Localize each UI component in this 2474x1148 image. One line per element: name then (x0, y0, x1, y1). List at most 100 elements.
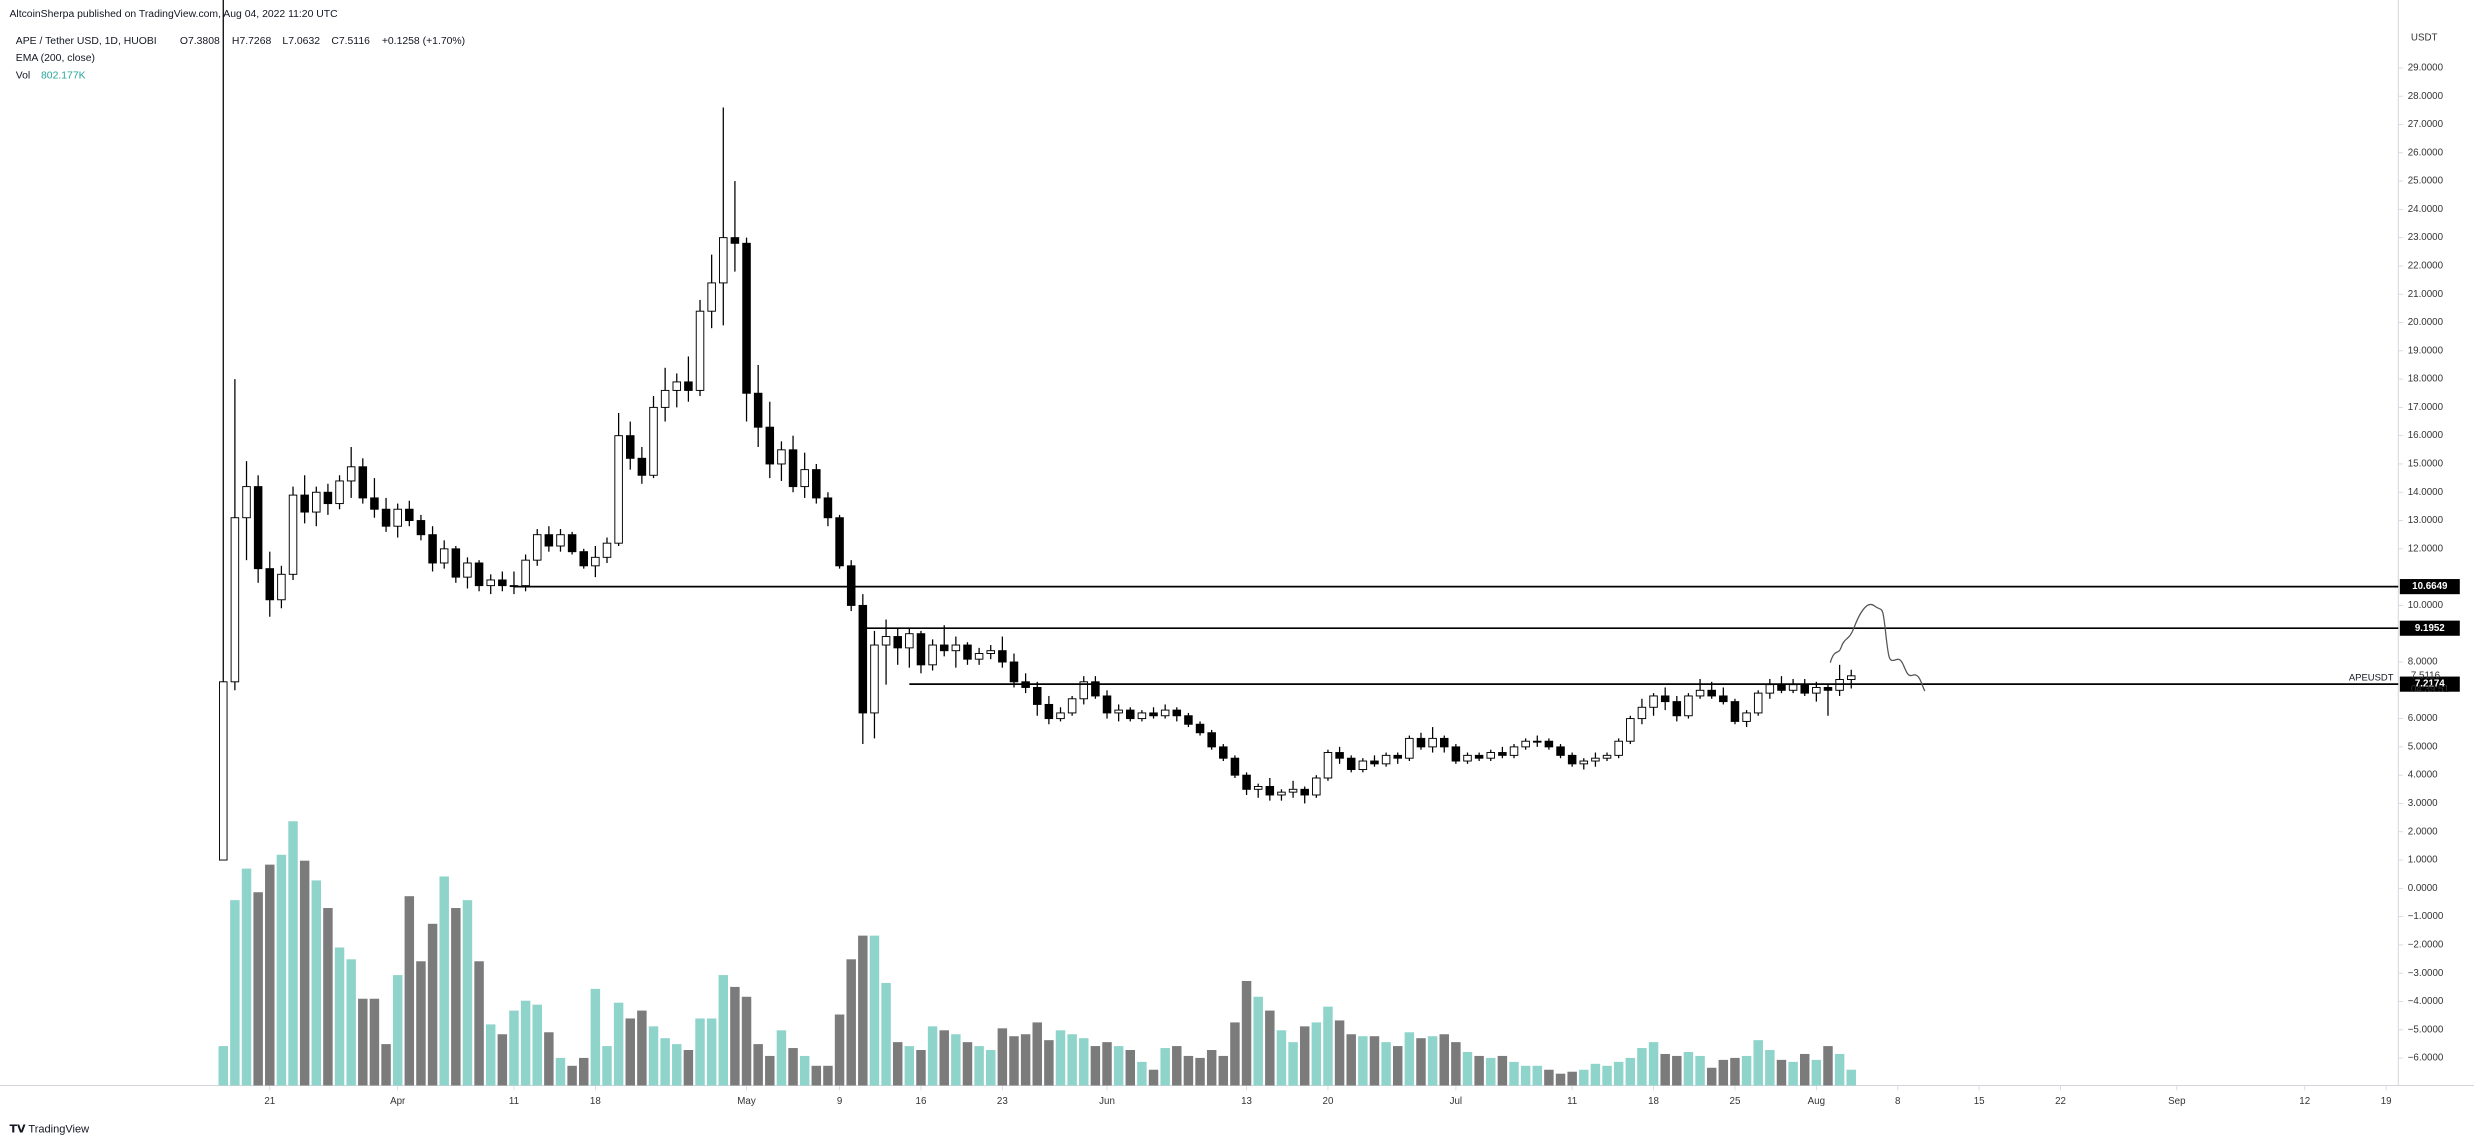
volume-bar (858, 935, 868, 1086)
volume-bar (869, 935, 880, 1086)
candle-body (1707, 689, 1716, 697)
volume-bar (1195, 1057, 1205, 1086)
candle-body (1172, 709, 1182, 717)
volume-bar (660, 1038, 670, 1086)
x-tick-label: 16 (916, 1096, 927, 1107)
candle-body (1265, 786, 1275, 796)
volume-bar (1020, 1034, 1031, 1086)
candle-body (1416, 737, 1426, 748)
volume-bar (951, 1034, 961, 1086)
candle-body (788, 449, 798, 488)
volume-bar (1113, 1046, 1124, 1086)
x-tick-label: Apr (390, 1096, 406, 1107)
y-tick-label: −4.0000 (2408, 996, 2444, 1007)
volume-bar (439, 876, 449, 1086)
candle-body (1777, 684, 1786, 691)
volume-bar (1834, 1053, 1845, 1086)
level-label-box (2399, 676, 2460, 692)
volume-bar (1079, 1038, 1089, 1086)
candle-body (1346, 757, 1356, 770)
volume-bar (485, 1024, 496, 1086)
candle-body (1602, 754, 1612, 759)
volume-bar (672, 1044, 682, 1086)
y-tick-label: 17.0000 (2408, 402, 2444, 413)
volume-bar (381, 1044, 391, 1086)
volume-bar (1613, 1061, 1624, 1086)
candle-body (277, 573, 286, 601)
volume-bar (1683, 1051, 1694, 1086)
volume-bar (602, 1046, 612, 1086)
volume-bar (1416, 1038, 1426, 1086)
candle-body (1102, 695, 1112, 714)
volume-bar (253, 892, 263, 1086)
volume-bar (1497, 1055, 1508, 1086)
volume-bar (1392, 1046, 1403, 1086)
volume-bar (1532, 1065, 1543, 1086)
candle-body (1207, 732, 1216, 748)
volume-bar (846, 959, 856, 1086)
candle-body (1463, 754, 1472, 762)
tradingview-logo: 𝗧𝗩 TradingView (9, 1124, 89, 1136)
volume-bar (1846, 1069, 1856, 1086)
x-tick-label: Aug (1808, 1096, 1825, 1107)
candle-body (1160, 709, 1170, 717)
candle-body (672, 381, 682, 391)
volume-bar (799, 1055, 810, 1086)
y-tick-label: 12.0000 (2408, 543, 2444, 554)
y-tick-label: 4.0000 (2408, 770, 2438, 781)
candle-body (312, 491, 321, 513)
candle-body (1498, 752, 1507, 756)
volume-bar (683, 1050, 694, 1086)
candle-body (998, 650, 1007, 663)
volume-bar (765, 1055, 775, 1086)
volume-bar (1265, 1010, 1275, 1086)
level-label: 9.1952 (2415, 623, 2445, 634)
candle-body (1114, 709, 1123, 714)
volume-bar (392, 975, 403, 1086)
volume-bar (451, 908, 461, 1086)
candle-body (521, 559, 530, 587)
candle-body (1591, 757, 1600, 762)
candle-body (1614, 740, 1623, 756)
candle-body (1242, 774, 1251, 790)
x-tick-label: Jul (1450, 1096, 1462, 1107)
y-tick-label: 24.0000 (2408, 204, 2444, 215)
candle-body (253, 486, 263, 570)
level-label-box (2399, 620, 2460, 636)
volume-bar (811, 1065, 822, 1086)
y-tick-label: −5.0000 (2408, 1024, 2444, 1035)
candle-body (1439, 737, 1449, 748)
y-tick-label: 28.0000 (2408, 91, 2444, 102)
candle-body (1579, 760, 1589, 765)
y-tick-label: 16.0000 (2408, 430, 2444, 441)
volume-bar (718, 975, 729, 1086)
volume-bar (1823, 1046, 1833, 1086)
volume-bar (1730, 1057, 1740, 1086)
volume-bar (1648, 1042, 1659, 1086)
candle-body (695, 310, 705, 391)
candle-body (870, 644, 879, 714)
volume-bar (1148, 1069, 1159, 1086)
candle-body (474, 562, 484, 587)
candle-body (335, 480, 344, 505)
x-tick-label: 11 (509, 1096, 519, 1107)
volume-bar (1334, 1020, 1345, 1086)
candle-body (1056, 712, 1065, 720)
candle-body (1509, 746, 1519, 756)
candle-body (1230, 757, 1240, 776)
volume-bar (509, 1010, 519, 1086)
candle-body (1079, 681, 1089, 700)
volume-bar (881, 982, 891, 1086)
candle-body (765, 426, 775, 465)
candle-body (742, 242, 751, 394)
y-tick-label: 0.0000 (2408, 883, 2438, 894)
volume-bar (695, 1018, 705, 1086)
x-tick-label: 19 (2381, 1096, 2392, 1107)
level-label: 10.6649 (2412, 581, 2448, 592)
x-tick-label: 13 (1241, 1096, 1252, 1107)
candle-body (1533, 740, 1542, 743)
volume-bar (532, 1004, 542, 1086)
candle-body (1800, 684, 1809, 694)
x-tick-label: Jun (1099, 1096, 1115, 1107)
volume-bar (1811, 1059, 1822, 1086)
